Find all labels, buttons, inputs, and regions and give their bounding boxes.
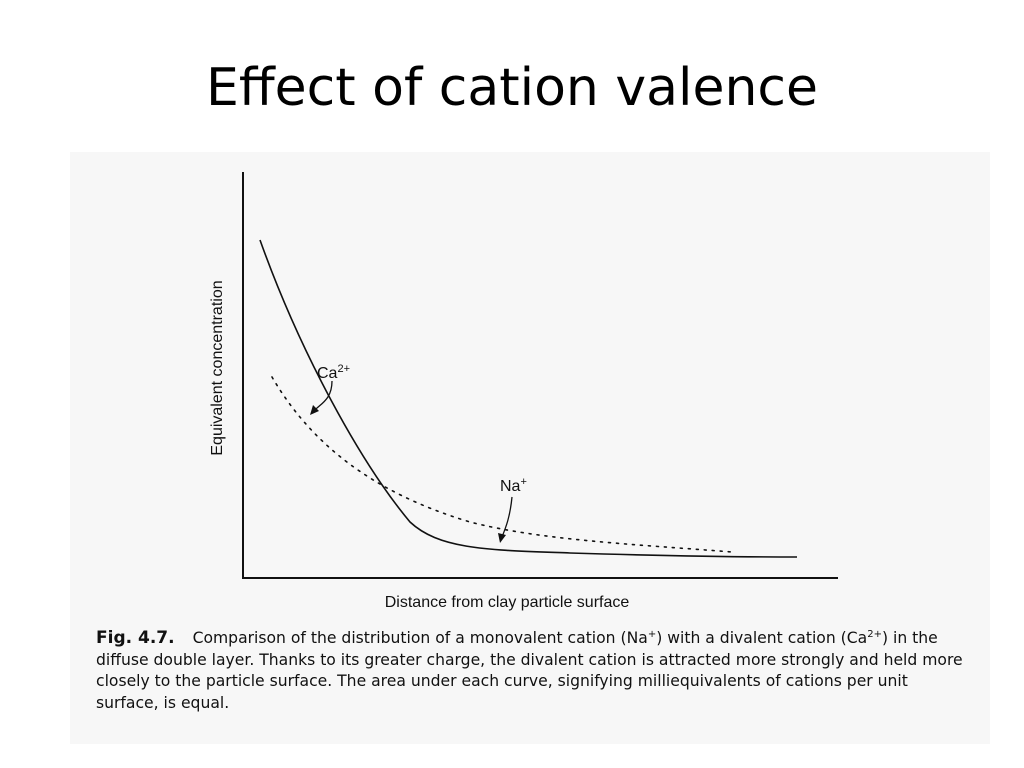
caption-text-2: ) with a divalent cation (Ca <box>656 629 868 647</box>
slide-title: Effect of cation valence <box>205 58 819 118</box>
caption-figure-number: Fig. 4.7. <box>96 628 175 648</box>
caption-text-1: Comparison of the distribution of a mono… <box>192 629 648 647</box>
na-pointer-arrowhead <box>498 533 506 543</box>
na-label: Na+ <box>500 476 527 495</box>
x-axis-label: Distance from clay particle surface <box>385 594 630 611</box>
ca-label: Ca2+ <box>317 363 350 382</box>
figure-caption: Fig. 4.7. Comparison of the distribution … <box>96 628 966 714</box>
y-axis-label: Equivalent concentration <box>209 280 226 455</box>
na-pointer-line <box>501 496 513 538</box>
caption-sup-1: + <box>647 628 657 640</box>
ca-label-superscript: 2+ <box>337 363 350 375</box>
caption-sup-2: 2+ <box>867 628 882 640</box>
caption-text-3: ) in the diffuse double layer. Thanks to… <box>96 629 963 712</box>
ca-label-base: Ca <box>317 365 338 382</box>
na-curve <box>271 376 733 553</box>
ca-pointer-arrowhead <box>310 405 319 415</box>
na-label-superscript: + <box>520 476 526 488</box>
na-label-base: Na <box>500 478 521 495</box>
diagram-svg: Equivalent concentration Distance from c… <box>209 172 838 611</box>
figure-panel: Equivalent concentration Distance from c… <box>70 152 990 744</box>
ca-curve <box>259 239 798 558</box>
